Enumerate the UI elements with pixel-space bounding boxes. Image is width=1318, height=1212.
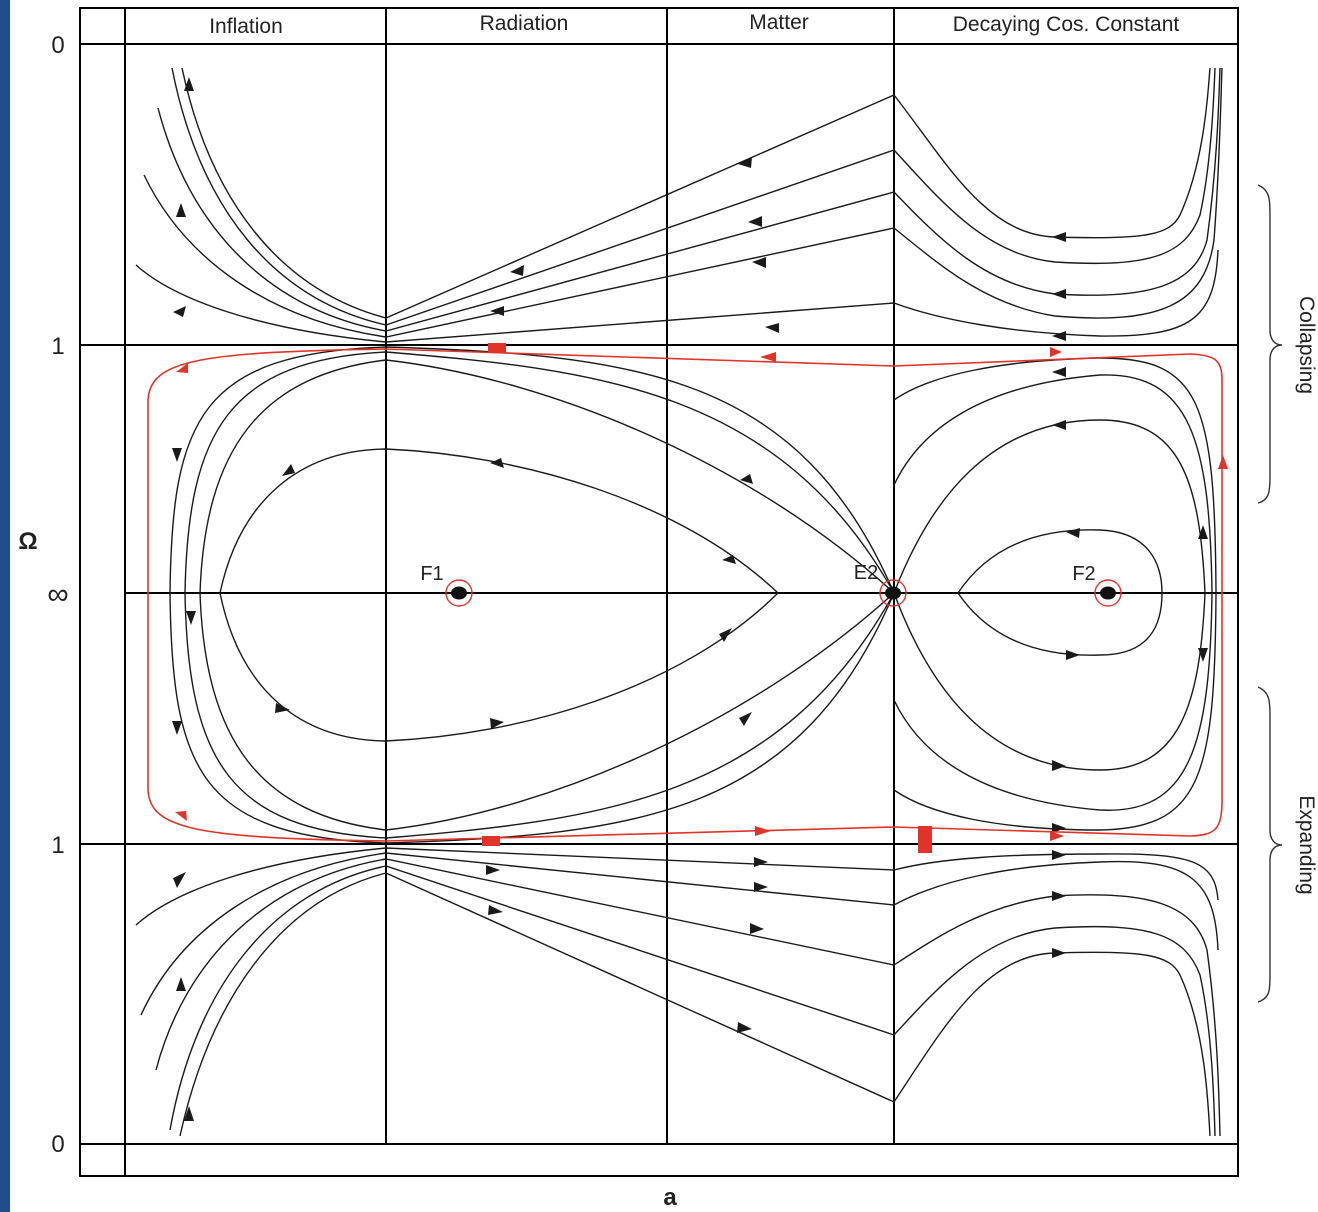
y-tick-infinity: ∞	[47, 578, 68, 611]
expanding-label: Expanding	[1295, 795, 1318, 894]
fixed-point-label-e2: E2	[854, 562, 878, 584]
y-axis-label: Ω	[18, 528, 37, 555]
column-header-radiation: Radiation	[480, 12, 569, 35]
highlight-trajectory	[147, 343, 1228, 853]
trajectories-top	[135, 67, 1223, 343]
fixed-point-label-f2: F2	[1072, 563, 1095, 585]
trajectories-middle	[169, 346, 1217, 844]
fixed-point-e2: E2	[854, 562, 907, 607]
column-header-inflation: Inflation	[209, 15, 283, 38]
y-tick-upper-one: 1	[51, 333, 64, 360]
y-tick-top-zero: 0	[51, 32, 64, 59]
column-header-matter: Matter	[749, 11, 809, 34]
trajectories-bottom	[135, 847, 1221, 1137]
y-tick-bottom-zero: 0	[51, 1131, 64, 1158]
collapsing-brace	[1257, 184, 1283, 504]
left-edge-stripe	[0, 0, 10, 1212]
grid	[79, 7, 1239, 1177]
fixed-point-label-f1: F1	[420, 563, 443, 585]
fixed-point-f2: F2	[1072, 563, 1122, 607]
arrows-bottom	[173, 850, 1066, 1121]
arrows-top	[173, 77, 1066, 341]
expanding-brace	[1257, 686, 1283, 1003]
collapsing-label: Collapsing	[1295, 296, 1318, 394]
arrows-middle	[172, 367, 1208, 833]
current-state-marker	[918, 826, 932, 853]
y-tick-lower-one: 1	[51, 832, 64, 859]
column-header-decaying-cos-constant: Decaying Cos. Constant	[953, 13, 1180, 36]
x-axis-label: a	[663, 1184, 677, 1211]
fixed-point-f1: F1	[420, 563, 473, 607]
